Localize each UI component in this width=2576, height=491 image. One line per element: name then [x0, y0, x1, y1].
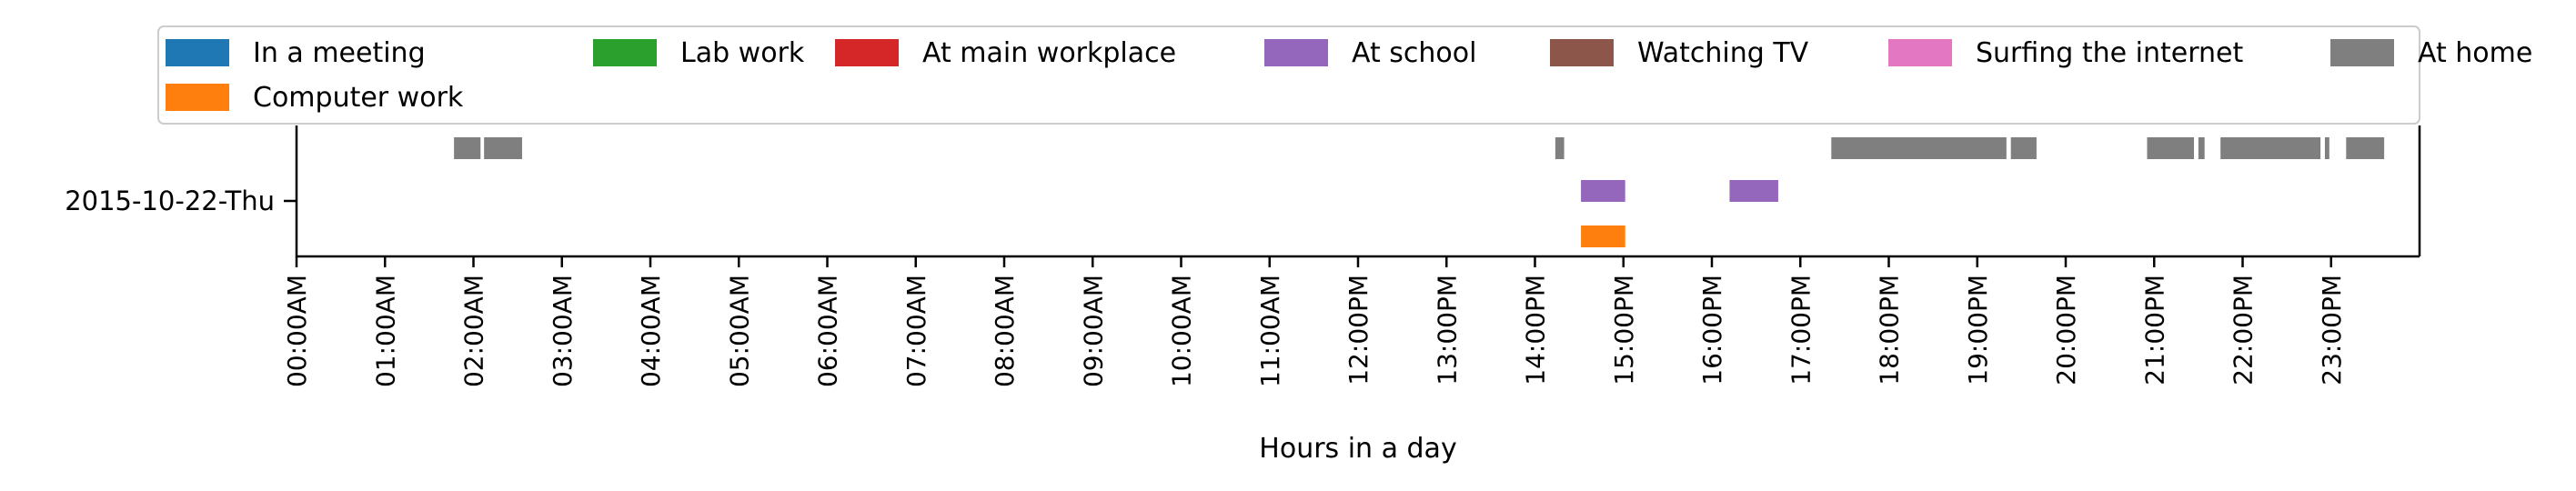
legend-swatch — [166, 84, 229, 111]
x-tick-label: 12:00PM — [1343, 275, 1374, 386]
legend-swatch — [1888, 39, 1952, 66]
legend-frame — [157, 25, 2420, 125]
x-tick-label: 01:00AM — [370, 275, 400, 387]
x-axis: 00:00AM 01:00AM 02:00AM 03:00AM 04:00AM 05:00… — [282, 256, 2347, 387]
bar-at-home — [2220, 137, 2321, 159]
legend-item: In a meeting — [166, 37, 426, 69]
legend-label: At main workplace — [922, 37, 1176, 69]
legend-label: At school — [1352, 37, 1476, 69]
bar-at-school — [1581, 180, 1625, 202]
legend-label: Computer work — [253, 82, 464, 114]
x-tick-label: 19:00PM — [1963, 275, 1993, 386]
legend-label: Watching TV — [1637, 37, 1809, 69]
bar-at-home — [484, 137, 522, 159]
legend-swatch — [2330, 39, 2394, 66]
x-tick-label: 21:00PM — [2139, 275, 2169, 386]
bar-computer-work — [1581, 225, 1625, 247]
x-tick-label: 05:00AM — [724, 275, 754, 387]
x-tick-label: 15:00PM — [1609, 275, 1639, 386]
x-tick-label: 18:00PM — [1875, 275, 1905, 386]
legend-label: Surfing the internet — [1976, 37, 2243, 69]
bar-at-home — [1555, 137, 1565, 159]
y-tick-label: 2015-10-22-Thu — [65, 185, 275, 216]
legend-swatch — [593, 39, 657, 66]
legend-item: Computer work — [166, 82, 464, 114]
legend-swatch — [1264, 39, 1328, 66]
activity-bars — [454, 137, 2385, 247]
legend-label: At home — [2418, 37, 2532, 69]
legend-item: At school — [1264, 37, 1476, 69]
legend-swatch — [166, 39, 229, 66]
x-tick-label: 04:00AM — [636, 275, 666, 387]
x-tick-label: 02:00AM — [459, 275, 489, 387]
bar-at-home — [1831, 137, 2007, 159]
x-tick-label: 13:00PM — [1432, 275, 1462, 386]
x-tick-label: 07:00AM — [901, 275, 931, 387]
bar-at-home — [2198, 137, 2205, 159]
legend-item: Lab work — [593, 37, 805, 69]
x-tick-label: 11:00AM — [1255, 275, 1285, 387]
y-axis: 2015-10-22-Thu — [65, 185, 297, 216]
plot-area — [295, 125, 2421, 258]
x-tick-label: 08:00AM — [990, 275, 1020, 387]
legend-item: At main workplace — [835, 37, 1176, 69]
x-axis-label: Hours in a day — [1259, 433, 1456, 465]
x-tick-label: 10:00AM — [1167, 275, 1197, 387]
legend-label: Lab work — [680, 37, 805, 69]
x-tick-label: 06:00AM — [813, 275, 843, 387]
bar-at-home — [2147, 137, 2195, 159]
x-tick-label: 03:00AM — [548, 275, 578, 387]
x-tick-label: 17:00PM — [1786, 275, 1816, 386]
x-tick-label: 09:00AM — [1078, 275, 1108, 387]
bar-at-home — [2324, 137, 2329, 159]
x-tick-label: 23:00PM — [2317, 275, 2347, 386]
legend-item: Surfing the internet — [1888, 37, 2243, 69]
legend-swatch — [835, 39, 899, 66]
x-tick-label: 16:00PM — [1697, 275, 1727, 386]
legend-label: In a meeting — [253, 37, 426, 69]
bar-at-home — [2346, 137, 2385, 159]
bar-at-school — [1729, 180, 1778, 202]
legend-item: Watching TV — [1550, 37, 1809, 69]
x-tick-label: 20:00PM — [2051, 275, 2081, 386]
bar-at-home — [2010, 137, 2037, 159]
bar-at-home — [454, 137, 481, 159]
legend: In a meeting Lab work At main workplace At … — [157, 25, 2532, 125]
x-tick-label: 14:00PM — [1521, 275, 1551, 386]
legend-swatch — [1550, 39, 1614, 66]
legend-item: At home — [2330, 37, 2532, 69]
x-tick-label: 22:00PM — [2229, 275, 2259, 386]
x-tick-label: 00:00AM — [282, 275, 312, 387]
